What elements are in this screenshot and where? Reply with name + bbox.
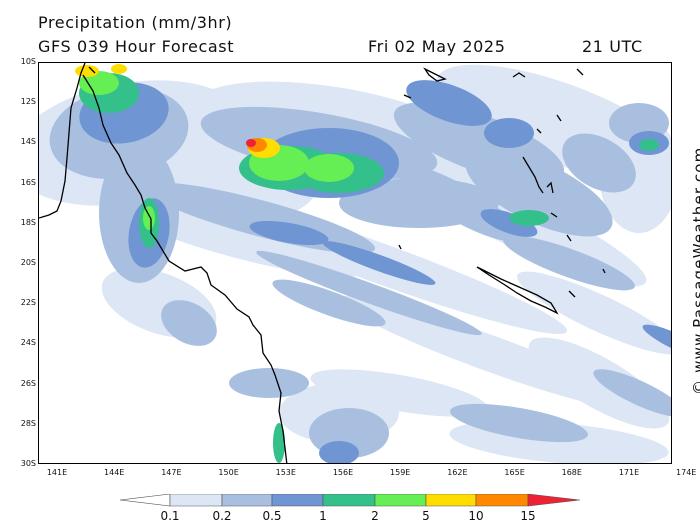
precip-area <box>249 220 329 246</box>
colorbar-segment <box>322 494 376 507</box>
lon-label: 144E <box>104 468 125 477</box>
precip-area <box>484 118 534 148</box>
lat-label: 14S <box>20 137 36 147</box>
island-coastline <box>566 234 572 242</box>
precip-area <box>161 300 217 346</box>
precip-area <box>310 369 488 417</box>
colorbar-tick-label: 0.2 <box>212 509 232 523</box>
lon-label: 165E <box>504 468 525 477</box>
precip-area <box>642 324 671 362</box>
lat-label: 18S <box>20 217 36 227</box>
precipitation-map <box>38 62 672 464</box>
watermark: © www.PassageWeather.com <box>690 146 700 395</box>
island-coastline <box>602 268 606 274</box>
island-coastline <box>536 128 542 134</box>
lat-label: 10S <box>20 57 36 66</box>
precip-area <box>229 368 309 398</box>
precip-area <box>450 403 588 443</box>
lat-label: 28S <box>20 418 36 428</box>
new-caledonia-coastline <box>476 266 559 315</box>
colorbar <box>119 494 581 507</box>
precip-area <box>503 235 635 291</box>
coastlines <box>39 63 606 463</box>
map-canvas <box>39 63 671 463</box>
map-title: Precipitation (mm/3hr) <box>38 13 233 32</box>
island-coastline <box>88 66 96 74</box>
lon-label: 156E <box>332 468 354 477</box>
forecast-date: Fri 02 May 2025 <box>368 37 506 56</box>
lat-label: 24S <box>20 338 36 348</box>
precipitation-field <box>39 64 671 463</box>
colorbar-segment <box>271 494 324 507</box>
colorbar-tick-label: 5 <box>422 509 430 523</box>
precip-area <box>339 178 499 228</box>
precip-area <box>639 139 659 151</box>
precip-area <box>509 210 549 226</box>
lon-label: 174E <box>676 468 697 477</box>
colorbar-tick-label: 10 <box>468 509 484 523</box>
colorbar-max-arrow <box>527 494 581 507</box>
precip-area <box>517 271 671 355</box>
lat-label: 16S <box>20 177 36 187</box>
precip-area <box>143 206 155 230</box>
island-coastline <box>576 68 584 76</box>
precip-area <box>256 250 482 336</box>
precip-area <box>304 154 354 182</box>
precip-area <box>273 423 285 463</box>
colorbar-tick-label: 0.5 <box>262 509 282 523</box>
precip-area <box>322 241 436 285</box>
island-coastline <box>568 290 576 298</box>
precip-area <box>111 64 127 74</box>
colorbar-segment <box>425 494 477 507</box>
australia-coastline <box>39 63 288 463</box>
lon-label: 159E <box>390 468 411 477</box>
precip-area <box>319 441 359 463</box>
colorbar-segment <box>169 494 223 507</box>
forecast-time: 21 UTC <box>582 37 643 56</box>
lon-label: 171E <box>618 468 640 477</box>
island-coastline <box>423 67 447 82</box>
lon-label: 153E <box>275 468 296 477</box>
colorbar-min-arrow <box>119 494 171 507</box>
island-coastline <box>403 94 412 99</box>
colorbar-segment <box>221 494 273 507</box>
precip-area <box>562 133 636 193</box>
lon-label: 162E <box>447 468 468 477</box>
vanuatu-coastline <box>522 156 554 194</box>
lat-label: 30S <box>20 459 36 468</box>
island-coastline <box>556 114 562 122</box>
lat-label: 12S <box>20 97 36 107</box>
forecast-model-label: GFS 039 Hour Forecast <box>38 37 235 56</box>
precip-area <box>480 209 538 237</box>
precip-area <box>79 71 119 95</box>
lon-label: 147E <box>161 468 182 477</box>
precip-area <box>406 80 492 126</box>
colorbar-tick-label: 0.1 <box>160 509 180 523</box>
colorbar-tick-label: 15 <box>520 509 536 523</box>
precip-area <box>528 337 670 429</box>
precip-area <box>272 279 386 327</box>
precip-area <box>246 139 256 147</box>
colorbar-tick-label: 1 <box>319 509 327 523</box>
precip-area <box>75 65 99 77</box>
colorbar-segment <box>475 494 529 507</box>
lon-label: 141E <box>46 468 68 477</box>
island-coastline <box>512 72 526 78</box>
lat-label: 20S <box>20 258 36 267</box>
colorbar-tick-label: 2 <box>371 509 379 523</box>
lat-label: 26S <box>20 378 36 388</box>
colorbar-segment <box>374 494 427 507</box>
lon-label: 168E <box>561 468 582 477</box>
island-coastline <box>398 244 402 250</box>
lon-label: 150E <box>218 468 239 477</box>
lat-label: 22S <box>20 298 36 308</box>
precip-area <box>593 369 671 417</box>
precip-area <box>465 149 613 237</box>
island-coastline <box>550 212 558 218</box>
